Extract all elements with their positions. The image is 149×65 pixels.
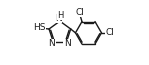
Text: Cl: Cl — [75, 8, 84, 17]
Text: HS: HS — [33, 23, 46, 32]
Text: H: H — [57, 11, 63, 20]
Text: N: N — [64, 39, 71, 48]
Text: N: N — [49, 39, 55, 48]
Text: Cl: Cl — [105, 28, 114, 37]
Text: N: N — [55, 14, 62, 23]
